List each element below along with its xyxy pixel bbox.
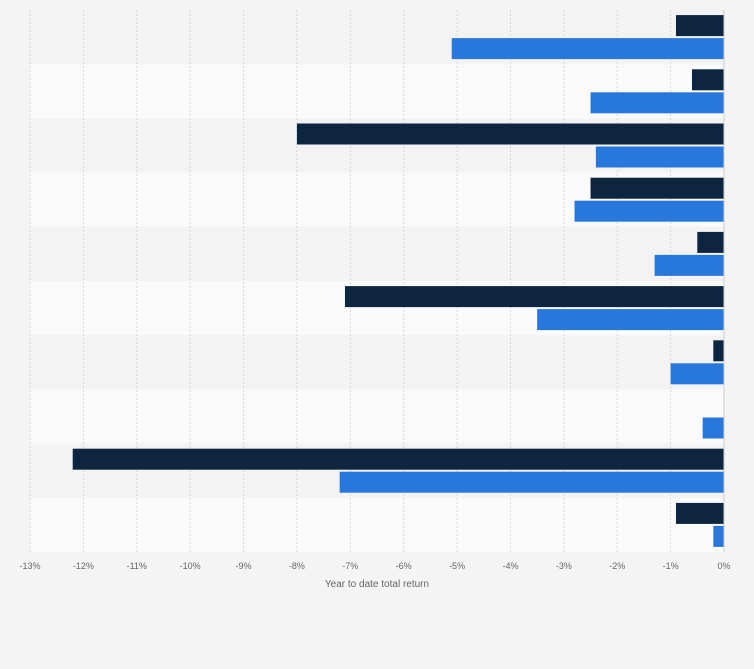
x-tick-label: -11% [127, 561, 147, 571]
x-axis-label: Year to date total return [325, 579, 429, 590]
bar-series-1[interactable] [72, 448, 724, 470]
row-bands [30, 10, 724, 552]
x-tick-label: -13% [19, 561, 40, 571]
x-tick-label: -9% [236, 561, 252, 571]
bar-series-1[interactable] [675, 502, 724, 524]
x-tick-label: -8% [289, 561, 305, 571]
bar-series-2[interactable] [713, 525, 724, 547]
bar-series-1[interactable] [344, 286, 724, 308]
row-band [30, 497, 724, 552]
x-tick-label: -4% [502, 561, 518, 571]
bar-series-2[interactable] [451, 38, 724, 60]
bar-series-1[interactable] [590, 177, 724, 199]
bar-series-2[interactable] [537, 309, 724, 331]
bar-series-1[interactable] [697, 231, 724, 253]
bar-series-2[interactable] [574, 200, 724, 222]
bars [72, 10, 725, 552]
x-tick-label: -1% [663, 561, 679, 571]
bar-series-2[interactable] [339, 471, 724, 493]
x-tick-label: -5% [449, 561, 465, 571]
bar-series-1[interactable] [296, 123, 724, 145]
x-tick-label: -2% [609, 561, 625, 571]
bar-series-2[interactable] [702, 417, 724, 439]
bar-series-2[interactable] [670, 363, 724, 385]
bar-series-1[interactable] [691, 69, 724, 91]
x-tick-label: -7% [342, 561, 358, 571]
x-axis-ticks: -13% -12% -11% -10% -9% -8% -7% -6% -5% -4% -3% -2%… [19, 561, 730, 571]
bar-series-1[interactable] [713, 340, 724, 362]
x-tick-label: 0% [717, 561, 730, 571]
x-tick-label: -12% [73, 561, 94, 571]
row-band [30, 226, 724, 281]
bar-series-1[interactable] [675, 15, 724, 37]
x-tick-label: -10% [180, 561, 201, 571]
bar-series-2[interactable] [654, 254, 724, 276]
x-tick-label: -6% [396, 561, 412, 571]
bar-series-2[interactable] [595, 146, 724, 168]
row-band [30, 335, 724, 390]
row-band [30, 389, 724, 444]
bar-series-2[interactable] [590, 92, 724, 114]
x-tick-label: -3% [556, 561, 572, 571]
